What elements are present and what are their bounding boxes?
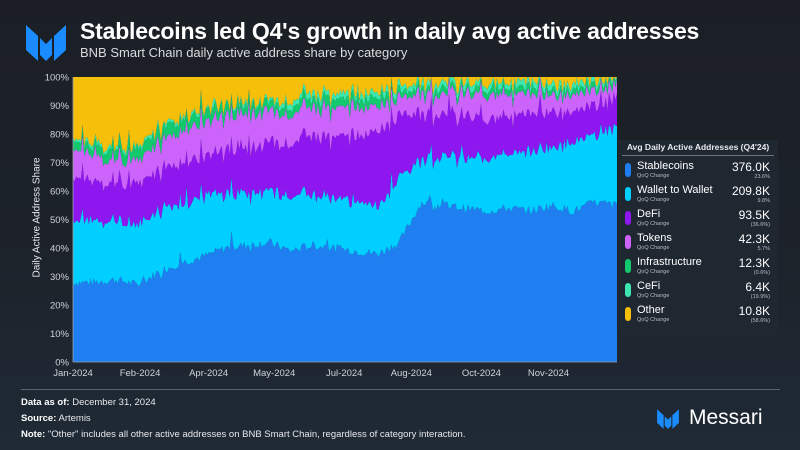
legend-swatch [625,163,631,177]
legend-item-change: (36.6%) [750,222,770,228]
axis-lines [72,77,617,363]
legend-item-change: 23.6% [754,174,770,180]
area-defi [73,90,617,229]
legend-item-change: 5.7% [757,246,770,252]
page-title: Stablecoins led Q4's growth in daily avg… [80,18,700,44]
area-other [73,77,617,155]
legend-item-name: DeFi [637,208,661,220]
note-label: Note: [21,429,46,440]
legend-item-change: (58.6%) [750,318,770,324]
legend-panel: Avg Daily Active Addresses (Q4'24) Stabl… [618,140,778,336]
area-stablecoins [73,194,617,362]
legend-item-name: Wallet to Wallet [637,184,713,196]
legend-item: CeFi QoQ Change 6.4K (19.9%) [618,280,778,304]
source: Source: Artemis [21,413,91,424]
area-cefi [73,77,617,157]
legend-item-value: 6.4K [745,280,770,294]
y-tick-label: 30% [50,272,70,283]
y-tick-label: 80% [50,130,70,141]
x-tick-label: Jul-2024 [326,368,362,379]
brand-name: Messari [689,406,763,429]
y-tick-label: 90% [50,101,70,112]
legend-item-sublabel: QoQ Change [637,197,670,203]
legend-item-value: 12.3K [738,256,770,270]
brand-logo: Messari [655,405,763,431]
legend-swatch [625,235,631,249]
source-value: Artemis [56,413,91,424]
legend-item: Wallet to Wallet QoQ Change 209.8K 9.8% [618,184,778,208]
footer-divider [21,389,780,390]
legend-item: Stablecoins QoQ Change 376.0K 23.6% [618,160,778,184]
x-tick-label: Feb-2024 [120,368,161,379]
legend-item-sublabel: QoQ Change [637,293,670,299]
legend-item-value: 93.5K [738,208,770,222]
legend-item-value: 376.0K [731,160,770,174]
note-value: "Other" includes all other active addres… [45,429,466,440]
page-subtitle: BNB Smart Chain daily active address sha… [80,45,408,60]
legend-swatch [625,307,631,321]
legend-item: Infrastructure QoQ Change 12.3K (0.6%) [618,256,778,280]
y-tick-label: 10% [50,329,70,340]
area-tokens [73,77,617,192]
legend-item-change: (19.9%) [750,294,770,300]
legend-item: Other QoQ Change 10.8K (58.6%) [618,304,778,328]
x-tick-label: Aug-2024 [391,368,432,379]
legend-item-name: Infrastructure [637,256,702,268]
legend-rows: Stablecoins QoQ Change 376.0K 23.6% Wallet t… [618,160,778,328]
y-tick-label: 40% [50,244,70,255]
area-wallet-to-wallet [73,123,617,287]
data-as-of-label: Data as of: [21,397,70,408]
source-label: Source: [21,413,57,424]
legend-item-sublabel: QoQ Change [637,173,670,179]
y-tick-label: 50% [50,215,70,226]
messari-logo-icon [26,25,66,61]
legend-item-change: 9.8% [757,198,770,204]
legend-item: DeFi QoQ Change 93.5K (36.6%) [618,208,778,232]
x-axis-ticks: Jan-2024 Feb-2024 Apr-2024 May-2024 Jul-2024… [53,368,569,379]
area-layers [73,77,617,362]
y-axis-ticks: 0% 10% 20% 30% 40% 50% 60% 70% 80% 90% 100% [45,73,70,369]
messari-brand-icon [657,409,679,429]
legend-item-value: 42.3K [738,232,770,246]
legend-title: Avg Daily Active Addresses (Q4'24) [622,140,774,156]
legend-item-sublabel: QoQ Change [637,317,670,323]
x-tick-label: Nov-2024 [528,368,569,379]
y-tick-label: 60% [50,187,70,198]
legend-item-change: (0.6%) [753,270,770,276]
data-as-of-value: December 31, 2024 [69,397,156,408]
y-tick-label: 20% [50,301,70,312]
legend-item: Tokens QoQ Change 42.3K 5.7% [618,232,778,256]
legend-swatch [625,211,631,225]
area-infrastructure [73,77,617,168]
legend-item-name: Other [637,304,665,316]
data-as-of: Data as of: December 31, 2024 [21,397,156,408]
legend-swatch [625,187,631,201]
legend-swatch [625,283,631,297]
legend-item-sublabel: QoQ Change [637,221,670,227]
legend-item-sublabel: QoQ Change [637,269,670,275]
legend-item-name: Stablecoins [637,160,694,172]
y-tick-label: 0% [55,358,69,369]
y-tick-label: 70% [50,158,70,169]
legend-item-name: CeFi [637,280,661,292]
legend-item-sublabel: QoQ Change [637,245,670,251]
legend-item-name: Tokens [637,232,672,244]
note: Note: "Other" includes all other active … [21,429,465,440]
x-tick-label: Oct-2024 [462,368,501,379]
x-tick-label: Apr-2024 [189,368,228,379]
x-tick-label: May-2024 [253,368,295,379]
y-tick-label: 100% [45,73,70,84]
legend-swatch [625,259,631,273]
legend-item-value: 10.8K [738,304,770,318]
x-tick-label: Jan-2024 [53,368,93,379]
legend-item-value: 209.8K [731,184,770,198]
